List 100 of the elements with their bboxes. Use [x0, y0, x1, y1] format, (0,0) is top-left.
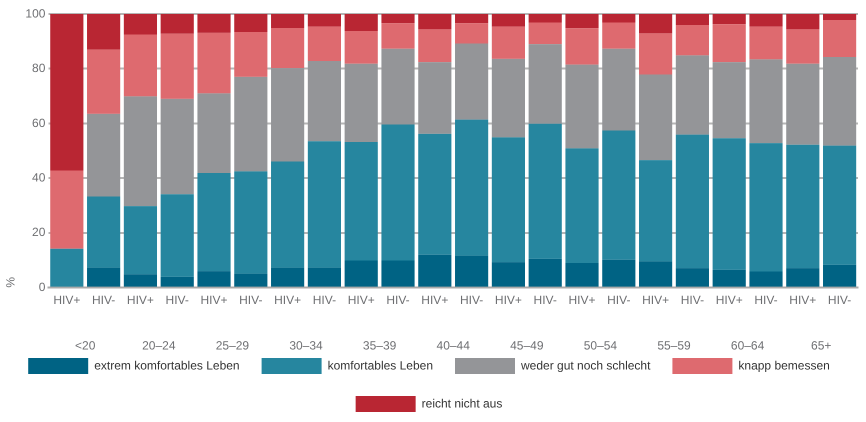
x-tick-label: HIV+: [53, 293, 80, 308]
bar: [160, 14, 194, 34]
bar: [124, 96, 158, 206]
legend-label: weder gut noch schlecht: [520, 358, 652, 372]
x-tick-label: HIV-: [239, 293, 262, 308]
bar: [565, 14, 599, 28]
bar: [234, 274, 268, 287]
x-tick-label: HIV+: [200, 293, 228, 308]
y-tick-label: 40: [32, 170, 46, 184]
bar: [160, 194, 194, 277]
text: 20–24: [142, 338, 176, 352]
bar: [639, 14, 672, 34]
bar: [234, 76, 268, 172]
bar: [786, 29, 820, 64]
bar: [271, 268, 304, 287]
bar: [602, 48, 636, 131]
bar: [786, 268, 820, 287]
text: 25–29: [216, 338, 250, 352]
text: 50–54: [584, 338, 618, 352]
bar: [749, 14, 783, 27]
bar: [528, 258, 562, 287]
bar: [492, 262, 525, 287]
text: 45–49: [510, 338, 544, 352]
x-tick-label: HIV-: [92, 293, 116, 308]
bar: [87, 114, 120, 196]
text: 40–44: [436, 338, 470, 352]
bar: [639, 160, 672, 262]
bar: [124, 274, 158, 287]
bar: [381, 14, 415, 24]
x-tick-label: HIV+: [126, 293, 154, 308]
bar: [271, 161, 304, 268]
bar: [160, 98, 194, 194]
x-tick-label: HIV+: [421, 293, 448, 308]
bar: [823, 56, 856, 146]
bar: [87, 50, 120, 114]
bar: [344, 260, 378, 287]
text: 60–64: [730, 338, 765, 352]
bar: [160, 34, 194, 99]
x-tick-label: HIV-: [386, 293, 410, 308]
bar: [308, 268, 342, 287]
bar: [381, 124, 415, 261]
bar: [455, 23, 488, 44]
bar: [676, 55, 709, 135]
y-tick-label: 20: [32, 225, 46, 240]
bar: [308, 14, 342, 27]
bar: [308, 141, 342, 268]
bar: [528, 124, 562, 259]
x-tick-label: HIV-: [754, 293, 778, 308]
legend-label: reicht nicht aus: [422, 396, 502, 410]
x-tick-label: HIV+: [348, 293, 375, 308]
bar: [492, 58, 525, 138]
bar: [418, 29, 452, 62]
y-tick-label: 60: [32, 116, 46, 130]
bar: [344, 14, 378, 31]
bar: [712, 62, 746, 138]
bar: [823, 14, 856, 20]
bar: [455, 44, 488, 120]
legend-label: extrem komfortables Leben: [94, 358, 240, 372]
bar: [528, 22, 562, 44]
bar: [455, 256, 488, 287]
bar: [712, 24, 746, 62]
bar: [676, 268, 709, 287]
bar: [602, 130, 636, 260]
bar: [823, 20, 856, 57]
bar: [639, 33, 672, 74]
bar: [492, 14, 525, 27]
x-tick-label: HIV-: [828, 293, 852, 308]
bar: [492, 26, 525, 59]
text: 30–34: [289, 338, 324, 352]
bar: [528, 14, 562, 22]
bar: [50, 170, 84, 249]
y-tick-label: 80: [32, 61, 46, 76]
x-tick-label: HIV+: [274, 293, 302, 308]
bar: [197, 32, 231, 94]
bar: [197, 172, 231, 272]
x-tick-label: HIV+: [494, 293, 522, 308]
bar: [565, 64, 599, 148]
bar: [786, 64, 820, 145]
text: 55–59: [657, 338, 692, 352]
bar: [308, 26, 342, 62]
bar: [712, 14, 746, 24]
bar: [492, 137, 525, 262]
bar: [749, 143, 783, 272]
bar: [271, 14, 304, 28]
text: 35–39: [362, 338, 397, 352]
bar: [565, 262, 599, 287]
x-tick-label: HIV-: [312, 293, 336, 308]
bar: [308, 61, 342, 142]
x-tick-label: HIV+: [642, 293, 670, 308]
x-tick-label: HIV-: [166, 293, 189, 308]
bar: [124, 206, 158, 274]
bar: [381, 48, 415, 125]
bar: [639, 261, 672, 287]
bar: [234, 171, 268, 274]
bar: [418, 254, 452, 287]
x-tick-label: HIV-: [460, 293, 484, 308]
x-tick-label: HIV+: [568, 293, 596, 308]
y-tick-label: 0: [38, 280, 46, 294]
bar: [565, 28, 599, 65]
bar: [344, 30, 378, 64]
